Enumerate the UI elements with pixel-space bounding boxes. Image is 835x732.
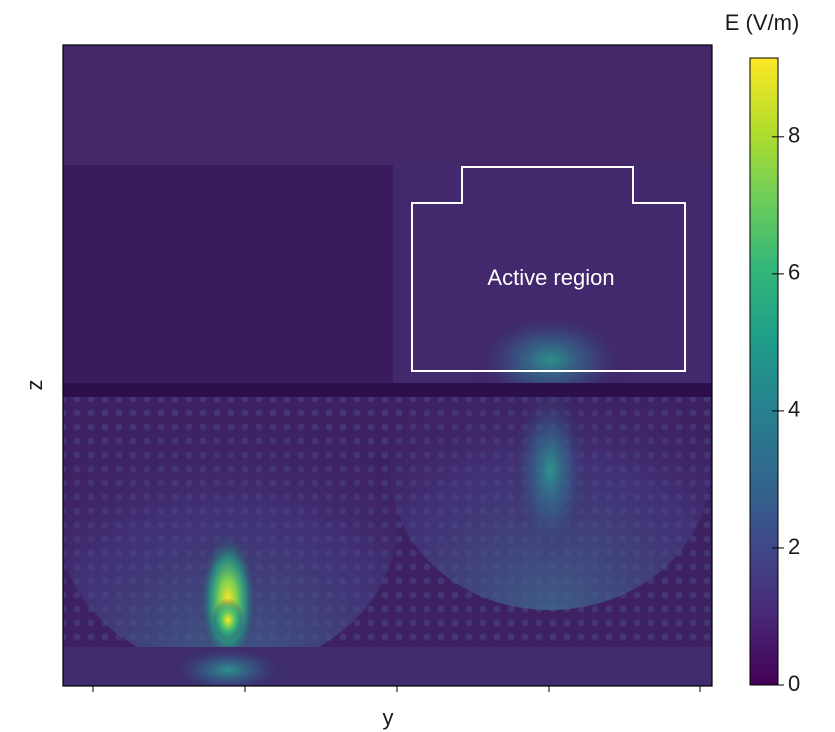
x-ticks — [93, 686, 700, 692]
colorbar-tick-label: 6 — [788, 260, 800, 285]
colorbar-tick-label: 8 — [788, 123, 800, 148]
colorbar — [750, 58, 778, 685]
x-axis-label: y — [383, 705, 394, 730]
colorbar-tick-label: 0 — [788, 671, 800, 696]
colorbar-tick-label: 2 — [788, 534, 800, 559]
chart: Active region y z E (V/m) 0 2 4 6 8 — [0, 0, 835, 732]
y-axis-label: z — [22, 380, 47, 391]
page: {"chart_data": {"type": "heatmap", "x_la… — [0, 0, 835, 732]
annotation: Active region — [487, 265, 614, 290]
colorbar-label: E (V/m) — [725, 10, 800, 35]
colorbar-tick-label: 4 — [788, 397, 800, 422]
